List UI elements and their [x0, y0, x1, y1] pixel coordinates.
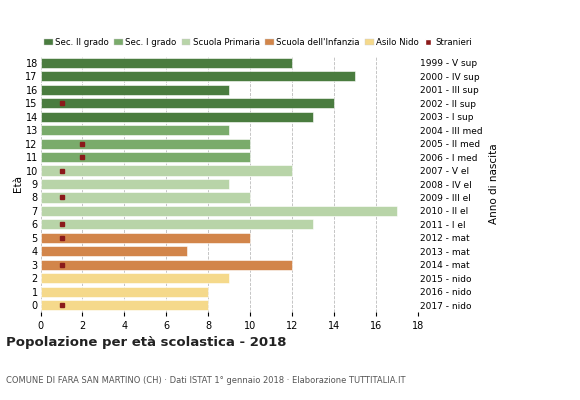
Bar: [41, 273, 229, 283]
Bar: [41, 98, 334, 108]
Y-axis label: Età: Età: [13, 176, 23, 192]
Text: COMUNE DI FARA SAN MARTINO (CH) · Dati ISTAT 1° gennaio 2018 · Elaborazione TUTT: COMUNE DI FARA SAN MARTINO (CH) · Dati I…: [6, 376, 405, 385]
Bar: [41, 192, 250, 202]
Bar: [41, 287, 208, 297]
Bar: [41, 58, 292, 68]
Y-axis label: Anno di nascita: Anno di nascita: [488, 144, 499, 224]
Bar: [41, 300, 208, 310]
Bar: [41, 166, 292, 176]
Text: Popolazione per età scolastica - 2018: Popolazione per età scolastica - 2018: [6, 336, 287, 349]
Bar: [41, 112, 313, 122]
Bar: [41, 246, 187, 256]
Bar: [41, 138, 250, 149]
Bar: [41, 260, 292, 270]
Bar: [41, 206, 397, 216]
Bar: [41, 71, 355, 81]
Bar: [41, 233, 250, 243]
Bar: [41, 219, 313, 230]
Bar: [41, 85, 229, 95]
Bar: [41, 152, 250, 162]
Bar: [41, 179, 229, 189]
Bar: [41, 125, 229, 135]
Legend: Sec. II grado, Sec. I grado, Scuola Primaria, Scuola dell'Infanzia, Asilo Nido, : Sec. II grado, Sec. I grado, Scuola Prim…: [41, 35, 476, 51]
